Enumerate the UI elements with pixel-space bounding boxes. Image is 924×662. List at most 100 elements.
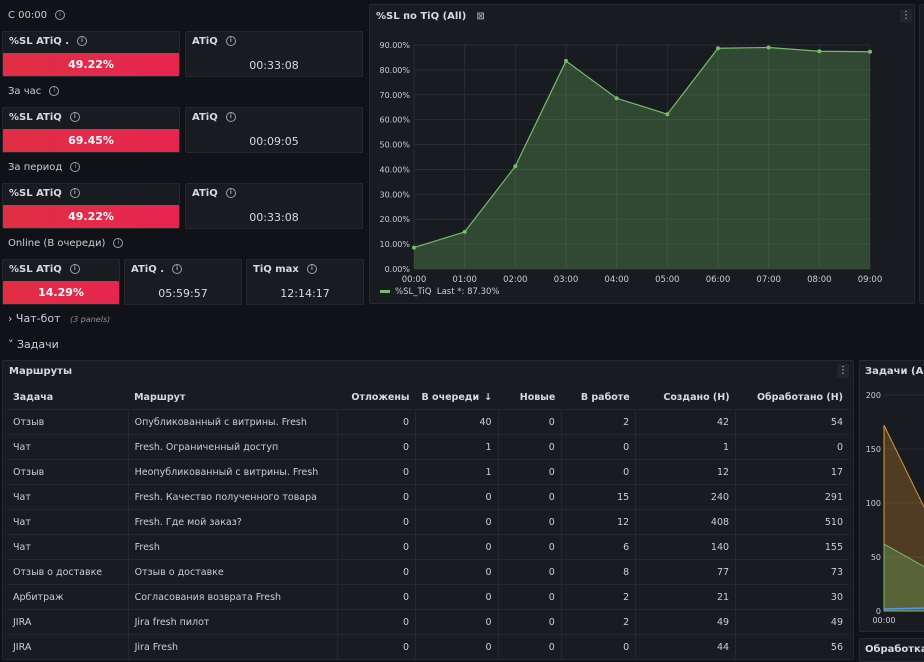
stat-panel-sl-period[interactable]: %SL ATiQ i 49.22%: [2, 183, 180, 229]
data-point: [462, 229, 467, 234]
table-cell: Jira fresh пилот: [127, 609, 338, 635]
column-header[interactable]: Задача: [13, 391, 54, 403]
data-point: [564, 58, 568, 63]
stat-panel-atiq-online[interactable]: ATiQ . i 05:59:57: [124, 259, 242, 305]
table-cell: 49: [635, 609, 736, 635]
panel-menu-button[interactable]: ⋮: [900, 9, 912, 23]
info-icon[interactable]: i: [69, 112, 80, 122]
y-tick-label: 80.00%: [379, 66, 410, 75]
row-chatbot[interactable]: › Чат-бот (3 panels): [8, 312, 110, 325]
chart-panel[interactable]: %SL по TiQ (All) ⊠ ⋮ 0.00% 10.00% 20.00% 30.…: [369, 4, 915, 304]
table-cell: 0: [415, 584, 499, 610]
x-tick-label: 09:00: [858, 275, 883, 285]
table-cell: Неопубликованный с витрины. Fresh: [127, 459, 338, 485]
table-cell: 0: [497, 559, 562, 585]
stat-panel-atiq-c0000[interactable]: ATiQ i 00:33:08: [185, 31, 363, 77]
table-cell: 0: [497, 484, 562, 510]
table-row[interactable]: Арбитраж Согласования возврата Fresh 0 0 0 2 2…: [7, 584, 849, 610]
stat-panel-atiq-hour[interactable]: ATiQ i 00:09:05: [185, 107, 363, 153]
table-cell: 42: [635, 409, 736, 435]
y-tick-label: 0.00%: [385, 265, 411, 274]
table-cell: Отзыв о доставке: [7, 559, 129, 585]
table-row[interactable]: Чат Fresh 0 0 0 6 140 155: [7, 534, 849, 560]
info-icon[interactable]: i: [77, 36, 88, 46]
table-row[interactable]: JIRA Jira Fresh 0 0 0 0 44 56: [7, 634, 849, 659]
info-icon[interactable]: i: [306, 264, 317, 274]
column-header[interactable]: Обработано (H): [756, 391, 843, 403]
column-header[interactable]: В работе: [580, 391, 630, 403]
stat-title: %SL ATiQ: [9, 188, 62, 199]
stat-title: %SL ATiQ .: [9, 36, 70, 47]
table-cell: 2: [560, 609, 636, 635]
section-hour-label: За час: [8, 86, 42, 97]
chart-legend[interactable]: %SL_TiQ Last *: 87.30%: [380, 287, 500, 297]
table-row[interactable]: Отзыв Опубликованный с витрины. Fresh 0 40 0…: [7, 409, 849, 435]
info-icon[interactable]: i: [49, 86, 60, 96]
table-cell: Арбитраж: [7, 584, 129, 610]
stat-panel-sl-online[interactable]: %SL ATiQ i 14.29%: [2, 259, 120, 305]
right-edge-panel: [919, 4, 924, 304]
stat-panel-sl-c0000[interactable]: %SL ATiQ . i 49.22%: [2, 31, 180, 77]
table-row[interactable]: Чат Fresh. Ограниченный доступ 0 1 0 0 1 0: [7, 434, 849, 460]
tasks-chart-title: Задачи (All): [865, 366, 924, 377]
stat-panel-tiq-max[interactable]: TiQ max i 12:14:17: [246, 259, 364, 305]
table-cell: 21: [635, 584, 736, 610]
table-cell: 30: [735, 584, 849, 610]
table-cell: Чат: [7, 509, 129, 535]
y-tick-label: 20.00%: [379, 215, 410, 224]
column-header[interactable]: Новые: [519, 391, 556, 403]
info-icon[interactable]: i: [172, 264, 182, 274]
routes-table: Задача Маршрут Отложены В очереди ↓ Новые В ра…: [7, 385, 849, 659]
stat-value: 49.22%: [3, 205, 179, 228]
routes-title: Маршруты: [9, 366, 72, 377]
table-cell: Чат: [7, 434, 129, 460]
table-cell: JIRA: [7, 634, 129, 659]
table-row[interactable]: Отзыв Неопубликованный с витрины. Fresh 0 1…: [7, 459, 849, 485]
table-cell: 73: [735, 559, 849, 585]
table-row[interactable]: Чат Fresh. Где мой заказ? 0 0 0 12 408 510: [7, 509, 849, 535]
info-icon[interactable]: i: [69, 188, 80, 198]
y-tick-label: 100: [866, 499, 881, 508]
stat-panel-atiq-period[interactable]: ATiQ i 00:33:08: [185, 183, 363, 229]
column-header[interactable]: В очереди ↓: [421, 391, 493, 403]
table-cell: 0: [337, 534, 416, 560]
table-cell: 0: [337, 484, 416, 510]
table-cell: Отзыв: [7, 459, 129, 485]
table-row[interactable]: Чат Fresh. Качество полученного товара 0 0 0…: [7, 484, 849, 510]
section-hour: За час i: [8, 86, 60, 97]
info-icon[interactable]: i: [113, 238, 124, 248]
table-row[interactable]: JIRA Jira fresh пилот 0 0 0 2 49 49: [7, 609, 849, 635]
info-icon[interactable]: i: [69, 264, 80, 274]
table-cell: 240: [635, 484, 736, 510]
table-row[interactable]: Отзыв о доставке Отзыв о доставке 0 0 0 8 77 73: [7, 559, 849, 585]
table-cell: 0: [337, 409, 416, 435]
legend-last-value: Last *: 87.30%: [436, 287, 500, 297]
column-header[interactable]: Отложены: [351, 391, 410, 403]
panel-menu-button[interactable]: ⋮: [837, 364, 849, 378]
processing-panel[interactable]: Обработка ч: [859, 638, 924, 662]
y-tick-label: 60.00%: [379, 116, 410, 125]
section-period: За период i: [8, 162, 81, 173]
table-cell: 12: [560, 509, 636, 535]
column-header[interactable]: Создано (H): [663, 391, 730, 403]
info-icon[interactable]: i: [225, 188, 236, 198]
stat-panel-sl-hour[interactable]: %SL ATiQ i 69.45%: [2, 107, 180, 153]
table-cell: 155: [735, 534, 849, 560]
legend-series-name: %SL_TiQ: [395, 287, 432, 297]
table-cell: Fresh: [127, 534, 338, 560]
y-tick-label: 40.00%: [379, 165, 410, 174]
row-chatbot-title: Чат-бот: [15, 312, 61, 325]
row-tasks[interactable]: ˅ Задачи: [8, 338, 59, 351]
info-icon[interactable]: i: [70, 162, 81, 172]
routes-panel[interactable]: Маршруты ⋮ Задача Маршрут Отложены В очеред…: [2, 360, 854, 660]
data-point: [766, 45, 771, 50]
stat-title: TiQ max: [253, 264, 299, 275]
info-icon[interactable]: i: [54, 10, 65, 20]
x-tick-label: 03:00: [554, 275, 579, 285]
info-icon[interactable]: i: [225, 112, 236, 122]
info-icon[interactable]: i: [225, 36, 236, 46]
table-cell: 291: [735, 484, 849, 510]
column-header[interactable]: Маршрут: [134, 391, 186, 403]
